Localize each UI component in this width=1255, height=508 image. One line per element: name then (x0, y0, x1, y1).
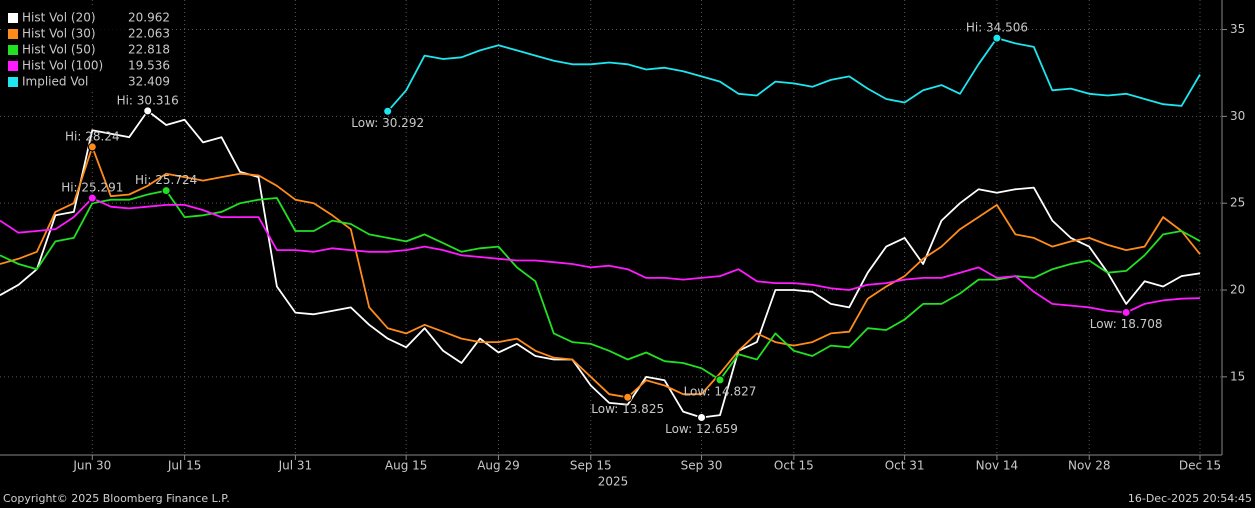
annotation: Low: 18.708 (1090, 317, 1163, 331)
annotation-marker (1121, 307, 1131, 317)
annotation: Low: 14.827 (684, 384, 757, 398)
legend-swatch (8, 13, 18, 23)
legend-label: Hist Vol (30) (22, 27, 96, 41)
legend-label: Hist Vol (100) (22, 59, 103, 73)
legend-label: Hist Vol (20) (22, 11, 96, 25)
annotation-marker (161, 186, 171, 196)
legend-swatch (8, 45, 18, 55)
x-tick-label: Nov 14 (976, 459, 1019, 473)
x-tick-label: Aug 15 (385, 459, 428, 473)
legend-swatch (8, 29, 18, 39)
legend-label: Hist Vol (50) (22, 43, 96, 57)
legend-swatch (8, 61, 18, 71)
legend-value: 32.409 (128, 75, 170, 89)
legend-value: 22.063 (128, 27, 170, 41)
x-tick-label: Jun 30 (72, 459, 111, 473)
annotation: Hi: 25.291 (61, 181, 123, 195)
x-tick-label: Nov 28 (1068, 459, 1111, 473)
annotation-marker (623, 392, 633, 402)
series-line (0, 189, 1201, 381)
y-tick-label: 15 (1230, 369, 1245, 383)
annotation: Hi: 25.724 (135, 173, 197, 187)
x-tick-label: Dec 15 (1179, 459, 1221, 473)
x-tick-label: Sep 15 (570, 459, 612, 473)
y-tick-label: 20 (1230, 283, 1245, 297)
legend-swatch (8, 77, 18, 87)
annotation-marker (715, 375, 725, 385)
x-tick-label: Sep 30 (681, 459, 723, 473)
legend: Hist Vol (20) 20.962 Hist Vol (30) 22.063 Hi… (4, 6, 170, 90)
y-tick-label: 35 (1230, 22, 1245, 36)
annotation-marker (992, 33, 1002, 43)
annotation-marker (697, 413, 707, 423)
annotation-marker (87, 193, 97, 203)
legend-value: 19.536 (128, 59, 170, 73)
series-line (0, 146, 1201, 399)
annotation: Hi: 30.316 (117, 93, 179, 107)
annotation-marker (87, 142, 97, 152)
legend-background (4, 6, 164, 90)
x-tick-label: Aug 29 (477, 459, 520, 473)
annotation: Hi: 34.506 (966, 21, 1028, 35)
y-tick-label: 30 (1230, 109, 1245, 123)
series-line (0, 110, 1201, 419)
legend-value: 22.818 (128, 43, 170, 57)
series-line (387, 37, 1201, 112)
annotation: Low: 12.659 (665, 422, 738, 436)
x-tick-label: Jul 31 (278, 459, 313, 473)
x-tick-label: Oct 15 (774, 459, 814, 473)
annotation: Hi: 28.24 (65, 129, 120, 143)
annotation: Low: 30.292 (351, 116, 424, 130)
legend-value: 20.962 (128, 11, 170, 25)
annotation-marker (143, 106, 153, 116)
timestamp: 16-Dec-2025 20:54:45 (1128, 492, 1252, 505)
series-line (0, 197, 1201, 314)
annotation-marker (383, 106, 393, 116)
x-axis-label: 2025 (598, 475, 629, 489)
x-tick-label: Jul 15 (167, 459, 202, 473)
y-tick-label: 25 (1230, 196, 1245, 210)
legend-label: Implied Vol (22, 75, 88, 89)
annotation: Low: 13.825 (591, 402, 664, 416)
copyright: Copyright© 2025 Bloomberg Finance L.P. (3, 492, 230, 505)
x-tick-label: Oct 31 (885, 459, 925, 473)
